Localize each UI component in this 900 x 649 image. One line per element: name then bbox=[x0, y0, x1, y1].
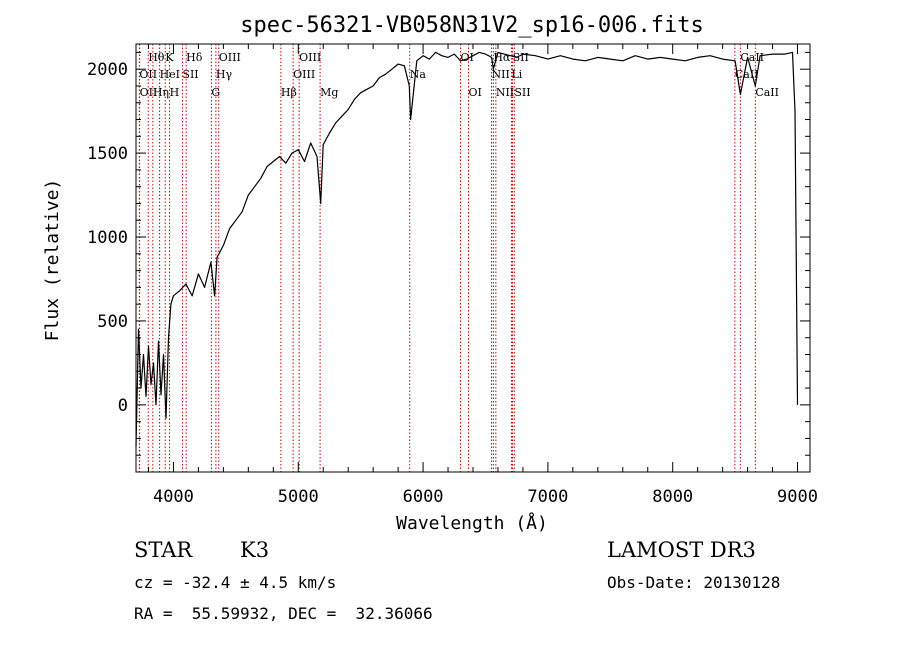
line-label: NII bbox=[491, 68, 509, 81]
line-label: OIII bbox=[293, 68, 315, 81]
line-label: CaII bbox=[740, 51, 764, 64]
observation-date: Obs-Date: 20130128 bbox=[607, 573, 781, 592]
line-label: H bbox=[170, 86, 180, 99]
y-axis-label: Flux (relative) bbox=[42, 179, 63, 342]
x-tick-label: 8000 bbox=[652, 487, 693, 507]
y-tick-label: 1500 bbox=[87, 144, 128, 164]
plot-frame bbox=[135, 43, 811, 473]
line-label: Hβ bbox=[281, 86, 297, 99]
line-label: Hη bbox=[153, 86, 169, 99]
line-label: Hγ bbox=[216, 68, 233, 81]
y-tick-label: 500 bbox=[97, 312, 128, 332]
line-label: SII bbox=[182, 68, 198, 81]
x-tick-label: 7000 bbox=[527, 487, 568, 507]
line-label: OII bbox=[139, 68, 157, 81]
line-label: Hδ bbox=[186, 51, 203, 64]
line-label: Li bbox=[511, 68, 522, 81]
line-label: CaII bbox=[735, 68, 759, 81]
line-label: OII bbox=[140, 86, 158, 99]
object-class: STAR bbox=[134, 538, 193, 562]
line-label: Na bbox=[410, 68, 427, 81]
x-tick-label: 5000 bbox=[278, 487, 319, 507]
line-label: OI bbox=[461, 51, 474, 64]
line-label: OI bbox=[469, 86, 482, 99]
line-label: G bbox=[211, 86, 220, 99]
line-label: OIII bbox=[219, 51, 241, 64]
line-label: OIII bbox=[299, 51, 321, 64]
line-label: NII bbox=[496, 86, 514, 99]
spectrum-line bbox=[135, 51, 799, 447]
x-axis-label: Wavelength (Å) bbox=[396, 512, 548, 534]
survey-name: LAMOST DR3 bbox=[607, 538, 756, 562]
x-tick-label: 9000 bbox=[777, 487, 818, 507]
x-tick-label: 6000 bbox=[403, 487, 444, 507]
line-label: Hα bbox=[493, 51, 511, 64]
chart-title: spec-56321-VB058N31V2_sp16-006.fits bbox=[240, 13, 704, 38]
line-label: Mg bbox=[320, 86, 338, 99]
x-axis: 4000 5000 6000 7000 8000 9000 bbox=[147, 44, 818, 507]
sky-coordinates: RA = 55.59932, DEC = 32.36066 bbox=[134, 604, 433, 623]
emission-line-markers bbox=[138, 44, 756, 472]
y-axis: 0 500 1000 1500 2000 bbox=[87, 51, 810, 473]
y-tick-label: 0 bbox=[118, 396, 128, 416]
x-tick-label: 4000 bbox=[153, 487, 194, 507]
y-tick-label: 2000 bbox=[87, 60, 128, 80]
line-label: SII bbox=[513, 51, 529, 64]
line-label: SII bbox=[514, 86, 530, 99]
redshift-cz: cz = -32.4 ± 4.5 km/s bbox=[134, 573, 337, 592]
line-label: HeI bbox=[160, 68, 180, 81]
y-tick-label: 1000 bbox=[87, 228, 128, 248]
line-label: CaII bbox=[755, 86, 779, 99]
line-label: K bbox=[165, 51, 174, 64]
line-label: Hθ bbox=[148, 51, 165, 64]
object-subclass: K3 bbox=[240, 538, 270, 562]
spectrum-layer bbox=[135, 51, 799, 447]
